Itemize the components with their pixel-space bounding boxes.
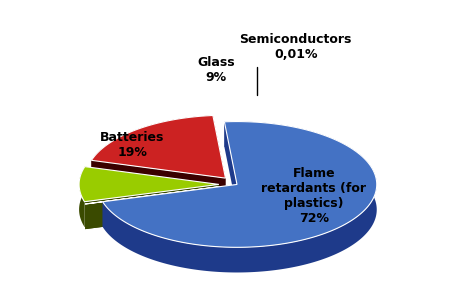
Polygon shape — [85, 167, 219, 210]
Polygon shape — [103, 121, 377, 247]
Text: Semiconductors
0,01%: Semiconductors 0,01% — [239, 33, 352, 95]
Text: Batteries
19%: Batteries 19% — [100, 131, 164, 159]
Text: Flame
retardants (for
plastics)
72%: Flame retardants (for plastics) 72% — [261, 167, 366, 225]
Text: Glass
9%: Glass 9% — [197, 56, 235, 84]
Polygon shape — [103, 121, 377, 272]
Polygon shape — [84, 185, 219, 227]
Polygon shape — [85, 187, 219, 204]
Polygon shape — [85, 187, 219, 229]
Polygon shape — [91, 115, 213, 185]
Polygon shape — [91, 115, 226, 178]
Polygon shape — [91, 160, 226, 203]
Polygon shape — [103, 185, 237, 227]
Polygon shape — [85, 187, 219, 229]
Polygon shape — [79, 167, 219, 202]
Polygon shape — [79, 167, 85, 227]
Polygon shape — [224, 122, 237, 210]
Polygon shape — [213, 115, 226, 203]
